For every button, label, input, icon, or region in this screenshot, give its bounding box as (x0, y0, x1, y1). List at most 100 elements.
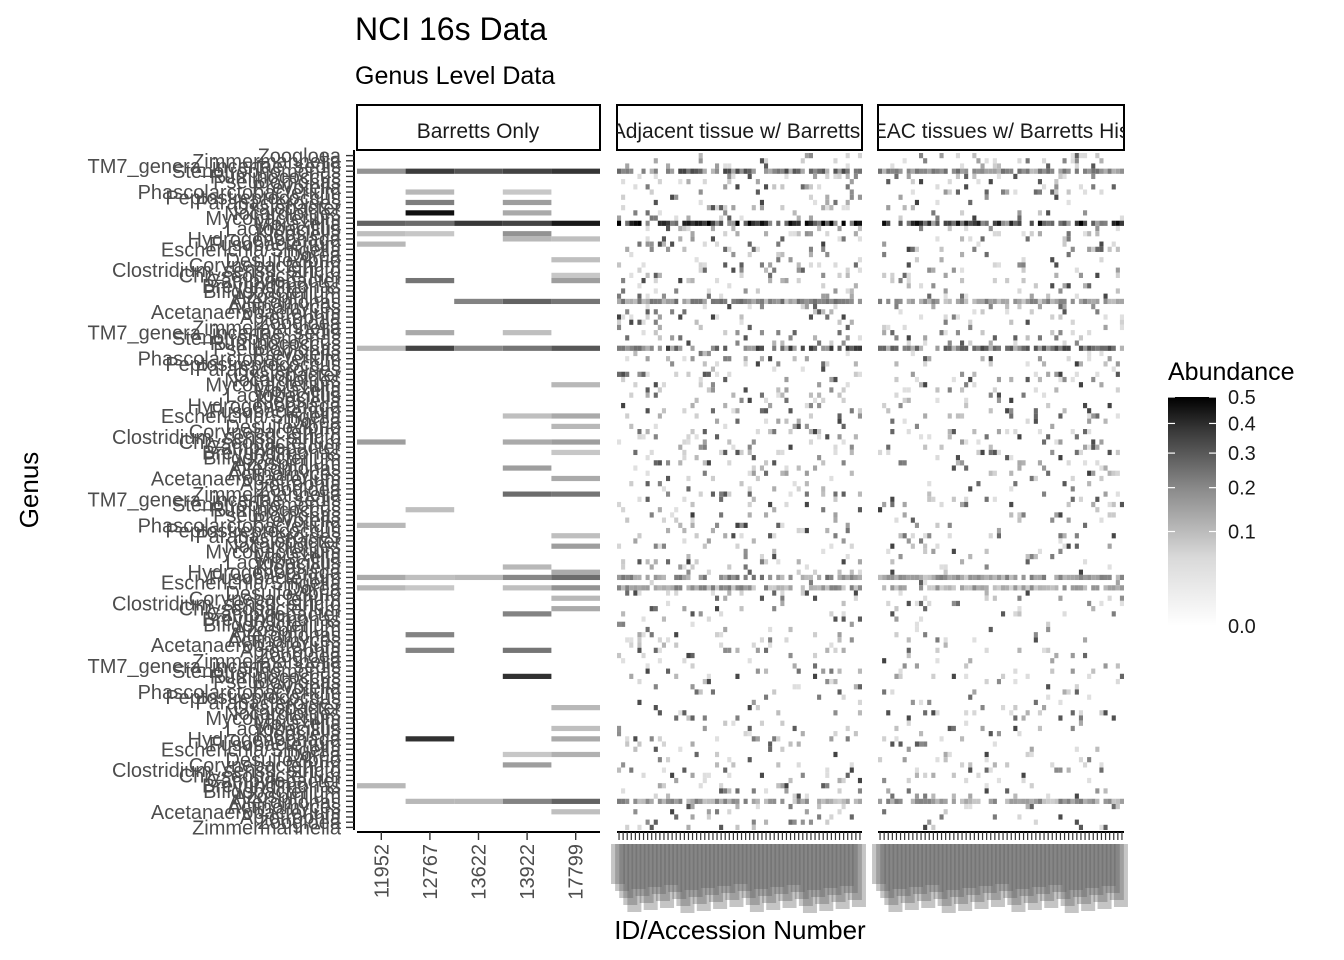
legend-colorbar (1168, 397, 1216, 626)
heatmap-cell (853, 345, 858, 351)
heatmap-cell (657, 272, 662, 278)
heatmap-cell (661, 293, 666, 299)
heatmap-cell (1017, 210, 1022, 216)
heatmap-cell (914, 220, 919, 226)
heatmap-cell (906, 788, 911, 794)
heatmap-cell (804, 402, 809, 409)
heatmap-cell (914, 345, 919, 351)
heatmap-cell (715, 361, 720, 367)
x-tick-label-cluster (1036, 844, 1051, 894)
heatmap-cell (551, 277, 600, 284)
heatmap-cell (808, 168, 813, 174)
y-tick-label: Klebsiella (255, 390, 341, 412)
heatmap-cell (894, 304, 899, 310)
heatmap-cell (617, 215, 622, 221)
heatmap-cell (845, 522, 850, 528)
heatmap-cell (1054, 371, 1059, 377)
heatmap-cell (825, 220, 830, 226)
heatmap-cell (939, 257, 944, 263)
heatmap-cell (1021, 777, 1026, 784)
heatmap-cell (674, 215, 679, 221)
heatmap-cell (702, 429, 707, 435)
heatmap-cell (1054, 272, 1059, 278)
heatmap-cell (702, 262, 707, 268)
heatmap-cell (841, 460, 846, 466)
heatmap-cell (751, 439, 756, 445)
heatmap-cell (502, 345, 552, 351)
heatmap-cell (551, 725, 600, 732)
heatmap-cell (682, 767, 687, 773)
heatmap-cell (788, 803, 793, 810)
heatmap-cell (706, 288, 711, 294)
heatmap-cell (1078, 272, 1083, 278)
heatmap-cell (747, 173, 752, 180)
heatmap-cell (960, 220, 965, 226)
heatmap-cell (841, 298, 846, 305)
heatmap-cell (1062, 236, 1067, 242)
heatmap-cell (768, 168, 773, 174)
heatmap-cell (796, 277, 801, 284)
heatmap-cell (551, 475, 600, 482)
heatmap-cell (968, 340, 973, 346)
heatmap-cell (1083, 559, 1088, 565)
heatmap-cell (1119, 298, 1124, 305)
heatmap-cell (731, 251, 736, 258)
heatmap-cell (645, 236, 650, 242)
heatmap-cell (698, 798, 703, 804)
heatmap-cell (1042, 220, 1047, 226)
heatmap-cell (972, 298, 977, 305)
heatmap-cell (1078, 569, 1083, 575)
heatmap-cell (1087, 231, 1092, 237)
heatmap-cell (857, 788, 862, 794)
heatmap-cell (841, 574, 846, 581)
heatmap-cell (837, 777, 842, 784)
y-tick-label: Oxalobacter (233, 364, 341, 386)
heatmap-cell (727, 168, 732, 174)
heatmap-cell (682, 710, 687, 716)
x-tick-label-cluster (876, 844, 891, 891)
heatmap-cell (551, 298, 600, 305)
heatmap-cell (931, 267, 936, 273)
heatmap-cell (1058, 173, 1063, 180)
heatmap-cell (821, 241, 826, 247)
heatmap-cell (1058, 548, 1063, 554)
heatmap-cell (996, 533, 1001, 539)
heatmap-cell (931, 824, 936, 830)
heatmap-cell (690, 277, 695, 284)
y-tick-label: Stenotrophomonas (172, 661, 341, 683)
heatmap-cell (898, 215, 903, 221)
heatmap-cell (1050, 314, 1055, 320)
heatmap-cell (1078, 184, 1083, 190)
heatmap-cell (1054, 262, 1059, 268)
heatmap-cell (657, 543, 662, 549)
heatmap-cell (678, 179, 683, 185)
heatmap-cell (943, 288, 948, 294)
heatmap-cell (772, 585, 777, 591)
heatmap-cell (927, 298, 932, 305)
heatmap-cell (964, 184, 969, 190)
heatmap-cell (759, 637, 764, 643)
heatmap-cell (625, 413, 630, 419)
heatmap-cell (710, 798, 715, 804)
heatmap-cell (951, 345, 956, 351)
heatmap-cell (890, 574, 895, 581)
heatmap-cell (1074, 163, 1079, 169)
heatmap-cell (837, 434, 842, 440)
heatmap-cell (833, 678, 838, 685)
heatmap-cell (405, 189, 455, 195)
y-tick-label: Campylobacter (206, 604, 341, 626)
heatmap-cell (723, 210, 728, 216)
heatmap-cell (755, 803, 760, 810)
heatmap-cell (723, 376, 728, 383)
heatmap-cell (1087, 470, 1092, 476)
heatmap-cell (641, 298, 646, 305)
heatmap-cell (853, 595, 858, 601)
heatmap-cell (1042, 798, 1047, 804)
heatmap-cell (1115, 580, 1120, 586)
heatmap-cell (1103, 345, 1108, 351)
heatmap-cell (1074, 434, 1079, 440)
heatmap-cell (939, 814, 944, 820)
heatmap-cell (1091, 163, 1096, 169)
heatmap-cell (661, 241, 666, 247)
y-tick-label: Prevotella (252, 510, 342, 532)
